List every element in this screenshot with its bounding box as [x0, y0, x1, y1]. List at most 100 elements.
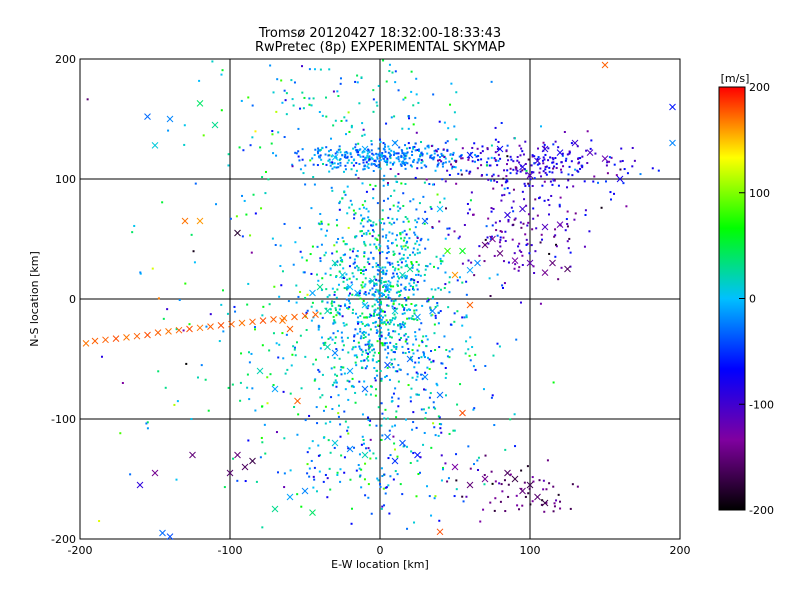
- data-point: [536, 157, 539, 160]
- data-point: [289, 392, 292, 395]
- data-point: [281, 270, 284, 273]
- data-point: [430, 288, 433, 291]
- data-point: [438, 158, 441, 161]
- cross-marker: [414, 313, 421, 321]
- data-point: [271, 133, 274, 136]
- data-point: [559, 500, 562, 503]
- data-point: [384, 295, 387, 298]
- data-point: [345, 306, 348, 309]
- data-point: [311, 301, 314, 304]
- cross-marker: [369, 277, 376, 285]
- data-point: [503, 282, 506, 285]
- data-point: [357, 266, 360, 269]
- data-point: [528, 252, 531, 255]
- x-tick-label: -200: [68, 544, 93, 557]
- data-point: [400, 266, 403, 269]
- data-point: [324, 153, 327, 156]
- data-point: [499, 157, 502, 160]
- data-point: [389, 195, 392, 198]
- data-point: [340, 331, 343, 334]
- data-point: [332, 315, 335, 318]
- data-point: [541, 184, 544, 187]
- data-point: [560, 171, 563, 174]
- data-point: [343, 116, 346, 119]
- cross-marker: [309, 289, 316, 297]
- data-point: [394, 470, 397, 473]
- data-point: [284, 372, 287, 375]
- data-point: [459, 383, 462, 386]
- data-point: [395, 272, 398, 275]
- cross-marker: [331, 154, 339, 161]
- data-point: [367, 348, 370, 351]
- data-point: [381, 218, 384, 221]
- data-point: [403, 444, 406, 447]
- data-point: [568, 151, 571, 154]
- data-point: [262, 305, 265, 308]
- data-point: [399, 323, 402, 326]
- data-point: [414, 149, 417, 152]
- data-point: [361, 203, 364, 206]
- data-point: [264, 192, 267, 195]
- data-point: [563, 130, 566, 133]
- data-point: [430, 514, 433, 517]
- data-point: [318, 370, 321, 373]
- cross-marker: [82, 340, 90, 347]
- data-point: [291, 165, 294, 168]
- data-point: [404, 265, 407, 268]
- data-point: [433, 332, 436, 335]
- data-point: [353, 339, 356, 342]
- data-point: [376, 307, 379, 310]
- data-point: [414, 142, 417, 145]
- data-point: [472, 213, 475, 216]
- data-point: [337, 95, 340, 98]
- data-point: [436, 165, 439, 168]
- data-point: [204, 378, 207, 381]
- data-point: [391, 71, 394, 74]
- data-point: [544, 171, 547, 174]
- cross-marker: [504, 211, 511, 219]
- data-point: [365, 323, 368, 326]
- data-point: [397, 397, 400, 400]
- data-point: [304, 183, 307, 186]
- data-point: [379, 326, 382, 329]
- data-point: [323, 254, 326, 257]
- data-point: [364, 200, 367, 203]
- data-point: [330, 367, 333, 370]
- data-point: [574, 168, 577, 171]
- data-point: [380, 155, 383, 158]
- data-point: [183, 143, 186, 146]
- data-point: [411, 264, 414, 267]
- data-point: [538, 196, 541, 199]
- data-point: [241, 235, 244, 238]
- data-point: [353, 258, 356, 261]
- data-point: [548, 252, 551, 255]
- data-point: [239, 381, 242, 384]
- data-point: [493, 424, 496, 427]
- data-point: [555, 499, 558, 502]
- data-point: [361, 234, 364, 237]
- data-point: [557, 184, 560, 187]
- data-point: [487, 178, 490, 181]
- data-point: [451, 348, 454, 351]
- data-point: [347, 351, 350, 354]
- data-point: [417, 473, 420, 476]
- data-point: [335, 296, 338, 299]
- data-point: [362, 438, 365, 441]
- data-point: [399, 293, 402, 296]
- data-point: [334, 309, 337, 312]
- data-point: [356, 265, 359, 268]
- data-point: [433, 323, 436, 326]
- data-point: [321, 146, 324, 149]
- data-point: [433, 183, 436, 186]
- data-point: [428, 358, 431, 361]
- cross-marker: [556, 149, 564, 156]
- data-point: [577, 157, 580, 160]
- data-point: [394, 299, 397, 302]
- data-point: [247, 351, 250, 354]
- data-point: [448, 281, 451, 284]
- data-point: [417, 217, 420, 220]
- data-point: [215, 203, 218, 206]
- cross-marker: [406, 265, 414, 273]
- data-point: [445, 207, 448, 210]
